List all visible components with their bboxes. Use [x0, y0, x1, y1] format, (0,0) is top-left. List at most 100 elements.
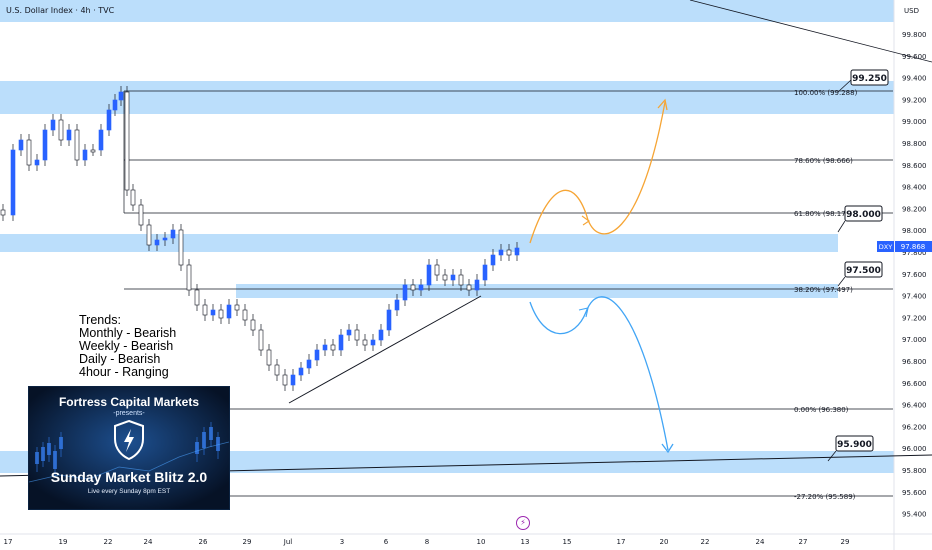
banner-presents: -presents- — [113, 410, 145, 417]
candle-bearish — [410, 284, 416, 291]
candle-bearish — [90, 149, 96, 153]
candle-bullish — [10, 149, 16, 216]
price-tick-label: 96.800 — [902, 358, 927, 366]
price-tag-95900[interactable]: 95.900 — [827, 435, 874, 462]
price-tick-label: 96.400 — [902, 402, 927, 410]
candle-bullish — [370, 339, 376, 346]
zone-top — [0, 0, 894, 22]
candle-bullish — [402, 284, 408, 301]
candle-bullish — [482, 264, 488, 281]
candle-bearish — [434, 264, 440, 276]
candle-bearish — [124, 91, 130, 191]
candle-bullish — [170, 229, 176, 239]
candle-bullish — [394, 299, 400, 311]
price-tick-label: 99.400 — [902, 75, 927, 83]
candle-bearish — [138, 204, 144, 226]
candle-bearish — [194, 289, 200, 306]
candle-bullish — [298, 367, 304, 376]
fib-label-0: 0.00% (96.380) — [794, 406, 849, 414]
price-tick-label: 95.600 — [902, 489, 927, 497]
time-tick-label: Jul — [283, 538, 293, 546]
price-tick-label: 97.000 — [902, 336, 927, 344]
price-tick-label: 98.400 — [902, 184, 927, 192]
fib-lines[interactable] — [123, 90, 893, 497]
candle-bearish — [282, 374, 288, 386]
svg-text:98.000: 98.000 — [846, 210, 881, 220]
candle-bullish — [450, 274, 456, 281]
price-tick-label: 95.800 — [902, 467, 927, 475]
price-tag-98000[interactable]: 98.000 — [837, 205, 883, 233]
candle-bearish — [178, 229, 184, 266]
price-tag-99250[interactable]: 99.250 — [837, 69, 889, 93]
trends-annotation: Trends: Monthly - Bearish Weekly - Beari… — [79, 314, 176, 379]
candle-bearish — [330, 344, 336, 351]
candle-bearish — [58, 119, 64, 141]
candle-bearish — [130, 189, 136, 206]
time-tick-label: 8 — [425, 538, 429, 546]
price-tick-label: 96.000 — [902, 445, 927, 453]
candle-bearish — [354, 329, 360, 341]
blue-projection-path — [529, 296, 669, 451]
trend-weekly: Weekly - Bearish — [79, 339, 174, 353]
candle-bearish — [234, 304, 240, 311]
candle-bearish — [0, 209, 6, 216]
banner-subtitle: Live every Sunday 8pm EST — [87, 488, 171, 495]
candle-bullish — [322, 344, 328, 351]
time-tick-label: 22 — [104, 538, 113, 546]
symbol-header: U.S. Dollar Index · 4h · TVC — [6, 6, 115, 15]
time-tick-label: 22 — [701, 538, 710, 546]
candle-bullish — [162, 237, 168, 241]
lightning-bolt-icon[interactable]: ⚡ — [516, 516, 530, 530]
candle-bearish — [458, 274, 464, 286]
last-price-value: 97.868 — [901, 243, 926, 251]
price-tick-label: 99.200 — [902, 96, 927, 104]
candle-bullish — [50, 119, 56, 131]
time-axis[interactable]: 17 19 22 24 26 29 Jul 3 6 8 10 13 15 17 20 22 24 27 29 — [4, 538, 850, 546]
price-tick-label: 99.000 — [902, 118, 927, 126]
orange-arrowhead — [657, 98, 668, 111]
candle-bullish — [290, 374, 296, 386]
candle-bullish — [346, 329, 352, 336]
shield-lightning-icon — [114, 419, 144, 461]
blue-mid-arrow — [578, 307, 589, 318]
price-tick-label: 96.200 — [902, 423, 927, 431]
candle-bullish — [210, 309, 216, 316]
fib-label-272: -27.20% (95.589) — [794, 493, 856, 501]
banner-headline: Sunday Market Blitz 2.0 — [50, 469, 208, 485]
price-tag-97500[interactable]: 97.500 — [837, 261, 883, 287]
time-tick-label: 20 — [660, 538, 669, 546]
candle-bullish — [66, 129, 72, 141]
time-tick-label: 26 — [199, 538, 208, 546]
candle-bearish — [74, 129, 80, 161]
zone-98 — [0, 234, 838, 252]
time-tick-label: 10 — [477, 538, 486, 546]
candle-bullish — [118, 91, 124, 101]
candle-bullish — [314, 349, 320, 361]
candle-bullish — [386, 309, 392, 331]
orange-mid-arrow — [581, 215, 590, 226]
candle-bullish — [226, 304, 232, 319]
zone-975 — [236, 284, 838, 298]
fib-label-100: 100.00% (99.288) — [794, 89, 858, 97]
candle-bearish — [250, 319, 256, 331]
time-tick-label: 13 — [521, 538, 530, 546]
candle-bullish — [98, 129, 104, 151]
candle-bullish — [154, 239, 160, 246]
time-tick-label: 24 — [144, 538, 153, 546]
candle-bearish — [506, 249, 512, 256]
candlesticks — [0, 86, 520, 391]
candle-bearish — [266, 349, 272, 366]
downtrend-line[interactable] — [689, 0, 932, 63]
candle-bullish — [42, 129, 48, 161]
time-tick-label: 29 — [243, 538, 252, 546]
price-tick-label: 99.800 — [902, 31, 927, 39]
banner-background-chart — [29, 387, 229, 509]
candle-bearish — [442, 274, 448, 281]
ascending-trendline[interactable] — [288, 295, 482, 404]
time-tick-label: 17 — [617, 538, 626, 546]
price-tick-label: 98.200 — [902, 205, 927, 213]
candle-bearish — [274, 364, 280, 376]
trends-heading: Trends: — [79, 313, 121, 327]
price-axis[interactable]: 99.800 99.600 99.400 99.200 99.000 98.800 98.6… — [902, 31, 927, 519]
